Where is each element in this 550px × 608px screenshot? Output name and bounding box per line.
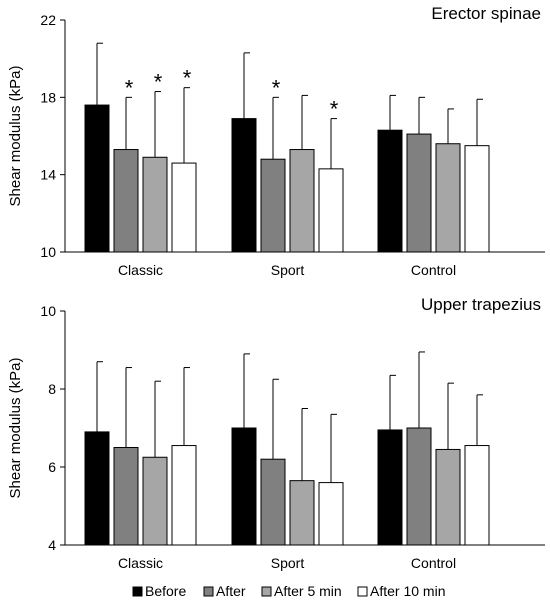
bar-sport-after-10-min: [318, 168, 344, 253]
x-category-label: Sport: [271, 262, 305, 278]
significance-marker: *: [125, 75, 134, 100]
bar-control-after-10-min: [464, 145, 490, 253]
bar-control-after-10-min: [464, 445, 490, 546]
x-category-label: Classic: [118, 555, 163, 571]
chart-title: Upper trapezius: [421, 295, 541, 314]
chart-title: Erector spinae: [431, 4, 541, 23]
bar-sport-after-10-min: [318, 482, 344, 546]
bar-sport-after-5-min: [289, 149, 315, 253]
bar-classic-after: [113, 149, 139, 253]
legend-label: After: [216, 583, 246, 599]
bar-sport-after-5-min: [289, 480, 315, 546]
legend-swatch-before: [132, 586, 143, 597]
bar-classic-after-10-min: [171, 445, 197, 546]
y-tick-label: 10: [40, 244, 56, 260]
legend-label: After 10 min: [370, 583, 445, 599]
bar-sport-after: [260, 458, 286, 546]
legend-label: After 5 min: [274, 583, 342, 599]
bar-control-after: [406, 133, 432, 253]
bar-classic-before: [84, 104, 110, 253]
y-tick-label: 22: [40, 12, 56, 28]
bar-control-before: [377, 429, 403, 546]
bar-sport-after: [260, 158, 286, 253]
bar-classic-after: [113, 447, 139, 546]
bar-control-after-5-min: [435, 448, 461, 546]
significance-marker: *: [154, 70, 163, 95]
y-tick-label: 10: [40, 303, 56, 319]
x-category-label: Classic: [118, 262, 163, 278]
bar-sport-before: [231, 427, 257, 546]
y-tick-label: 8: [48, 381, 56, 397]
x-category-label: Control: [411, 555, 456, 571]
y-axis-label: Shear modulus (kPa): [7, 66, 24, 207]
bar-classic-after-10-min: [171, 162, 197, 253]
y-tick-label: 14: [40, 167, 56, 183]
bar-control-before: [377, 129, 403, 253]
y-tick-label: 6: [48, 459, 56, 475]
significance-marker: *: [183, 66, 192, 91]
bar-classic-before: [84, 431, 110, 546]
significance-marker: *: [330, 97, 339, 122]
legend-swatch-after: [203, 586, 214, 597]
legend-swatch-after-10-min: [357, 586, 368, 597]
y-axis-label: Shear modulus (kPa): [7, 358, 24, 499]
significance-marker: *: [272, 75, 281, 100]
bar-sport-before: [231, 118, 257, 253]
y-tick-label: 18: [40, 89, 56, 105]
legend-swatch-after-5-min: [261, 586, 272, 597]
bar-control-after: [406, 427, 432, 546]
legend-label: Before: [145, 583, 186, 599]
bar-classic-after-5-min: [142, 456, 168, 546]
bar-control-after-5-min: [435, 143, 461, 253]
y-tick-label: 4: [48, 537, 56, 553]
x-category-label: Control: [411, 262, 456, 278]
bar-classic-after-5-min: [142, 156, 168, 253]
x-category-label: Sport: [271, 555, 305, 571]
